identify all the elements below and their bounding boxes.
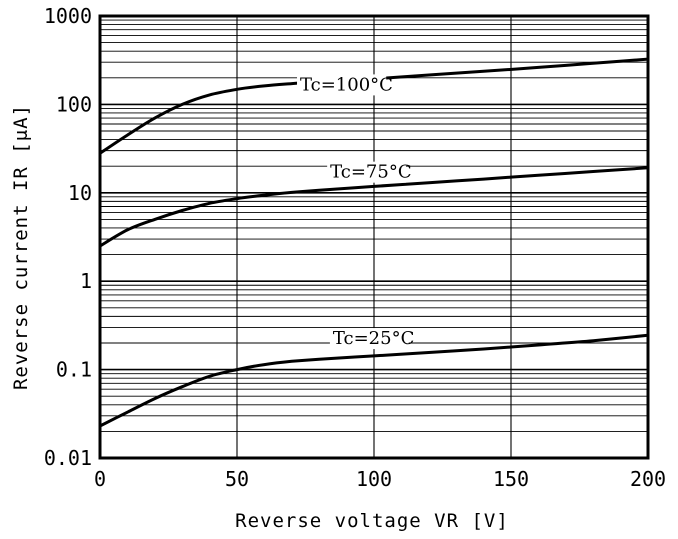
plot-frame bbox=[98, 14, 650, 460]
x-tick-label: 200 bbox=[630, 467, 666, 491]
series-line bbox=[99, 57, 649, 155]
series-label: Tc=75°C bbox=[330, 162, 411, 183]
y-tick-label: 0.1 bbox=[56, 358, 92, 382]
y-tick-label: 1000 bbox=[44, 4, 92, 28]
curve-layer: Tc=100°C Tc=75°C Tc=25°C bbox=[99, 57, 649, 428]
x-tick-label: 150 bbox=[493, 467, 529, 491]
frame-layer bbox=[98, 14, 650, 460]
series-label: Tc=100°C bbox=[300, 74, 393, 95]
series-label-bg bbox=[329, 328, 409, 350]
x-tick-label: 0 bbox=[94, 467, 106, 491]
y-tick-label: 0.01 bbox=[44, 446, 92, 470]
series-label-bg bbox=[327, 161, 406, 183]
tick-layer: 0 50 100 150 200 0.01 0.1 1 10 100 1000 bbox=[44, 4, 666, 491]
x-axis-label: Reverse voltage VR [V] bbox=[235, 510, 509, 532]
y-axis-label: Reverse current IR [μA] bbox=[10, 104, 32, 390]
y-tick-label: 100 bbox=[56, 92, 92, 116]
grid-layer bbox=[99, 16, 649, 459]
x-tick-label: 100 bbox=[356, 467, 392, 491]
y-tick-label: 10 bbox=[68, 181, 92, 205]
x-tick-label: 50 bbox=[225, 467, 249, 491]
y-tick-label: 1 bbox=[80, 269, 92, 293]
series-line bbox=[99, 166, 649, 248]
series-label-bg bbox=[297, 74, 387, 96]
series-label: Tc=25°C bbox=[333, 328, 414, 349]
series-line bbox=[99, 333, 649, 428]
